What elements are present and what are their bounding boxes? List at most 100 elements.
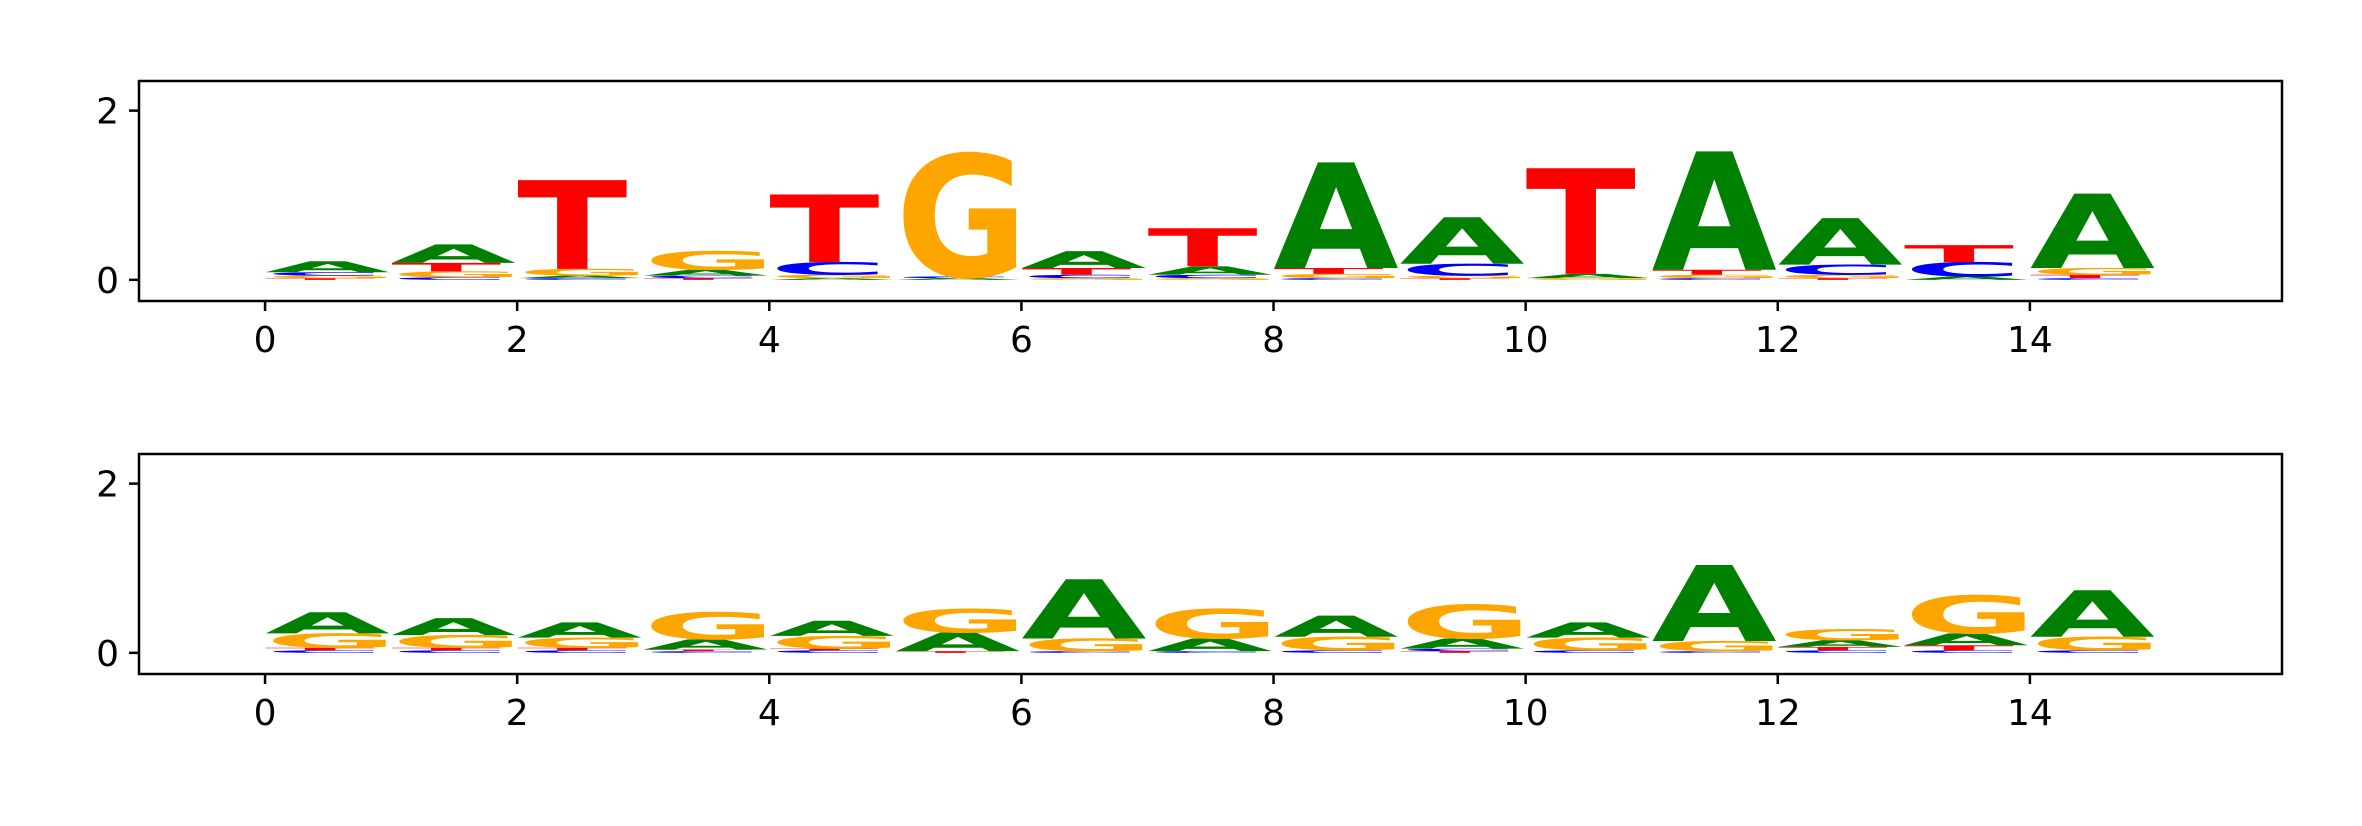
logo-letter-t: T [1652,268,1762,276]
x-tick-label: 0 [254,320,277,361]
logo-letter-c: C [1904,650,2023,654]
y-tick-label: 0 [96,634,119,675]
logo-letter-a: A [391,614,516,641]
logo-letter-a: A [643,637,768,653]
logo-letter-c: C [2030,650,2149,654]
logo-letter-a: A [265,258,390,276]
x-tick-label: 8 [1262,320,1285,361]
logo-letter-g: G [769,274,902,279]
logo-letter-t: T [643,278,753,281]
x-tick-label: 10 [1503,693,1549,734]
logo-letter-c: C [265,650,384,654]
logo-letter-t: T [1904,644,2014,652]
logo-letter-g: G [1274,633,1407,655]
logo-letter-a: A [769,278,894,281]
x-tick-label: 8 [1262,693,1285,734]
logo-letter-a: A [1904,630,2029,649]
x-tick-label: 14 [2007,693,2053,734]
logo-letter-c: C [643,275,762,279]
logo-letter-g: G [1021,635,1154,655]
logo-letter-g: G [643,246,776,276]
logo-letter-c: C [1274,278,1393,281]
logo-letter-t: T [2030,274,2140,279]
x-tick-label: 4 [758,693,781,734]
logo-letter-a: A [1778,638,1904,649]
logo-letter-t: T [1400,651,1510,654]
logo-letter-c: C [1904,258,2023,281]
logo-letter-a: A [1274,610,1399,644]
logo-letter-c: C [769,650,888,654]
logo-letter-g: G [391,632,524,652]
x-tick-label: 6 [1010,320,1033,361]
logo-letter-c: C [1652,278,1771,281]
logo-letter-g: G [517,267,650,278]
x-axis-ticks: 0 2 4 6 8 10 12 14 [254,301,2053,361]
x-tick-label: 0 [254,693,277,734]
x-tick-label: 14 [2007,320,2053,361]
logo-letter-a: A [2030,578,2155,652]
logo-letter-c: C [1147,274,1266,279]
logo-letter-g: G [517,635,650,651]
logo-letter-g: G [1652,274,1785,279]
logo-letter-c: C [517,650,636,654]
logo-letter-c: C [1274,650,1393,654]
logo-letter-g: G [1147,601,1280,648]
logo-letter-t: T [895,651,1005,654]
logo-letter-c: C [265,271,384,276]
logo-letter-c: C [1526,650,1645,654]
logo-letter-g: G [1400,596,1533,650]
logo-letter-c: C [517,278,636,281]
y-axis-ticks: 02 [96,465,139,675]
logo-letter-a: A [1274,135,1399,303]
logo-letter-t: T [265,647,375,651]
logo-letter-t: T [1400,278,1510,281]
y-tick-label: 2 [96,465,119,506]
logo-letter-a: A [643,268,768,277]
x-tick-label: 10 [1503,320,1549,361]
logo-letter-c: C [769,259,888,279]
logo-letter-t: T [1526,141,1636,309]
logo-letter-a: A [517,275,642,279]
logo-letter-a: A [1526,273,1651,280]
logo-letter-t: T [391,647,501,651]
logo-letter-t: T [769,648,879,651]
x-tick-label: 12 [1755,320,1801,361]
logo-letter-t: T [517,156,627,298]
logo-letter-g: G [1400,275,1533,279]
logo-letter-a: A [1400,636,1525,652]
axes-frame [137,452,2284,676]
x-tick-label: 2 [506,320,529,361]
logo-letter-c: C [1147,651,1266,654]
logo-letter-a: A [1652,545,1777,666]
logo-letter-g: G [391,270,524,279]
logo-letter-t: T [1778,278,1888,281]
axes-frame [137,79,2284,303]
logo-letter-g: G [1652,638,1785,654]
logo-letter-c: C [1021,651,1140,654]
logo-letter-g: G [895,120,1028,316]
logo-letter-t: T [391,261,501,274]
logo-letter-a: A [391,240,516,270]
logo-letter-t: T [517,647,627,651]
x-tick-label: 12 [1755,693,1801,734]
logo-letter-a: A [2030,174,2155,293]
logo-letter-c: C [1652,651,1771,654]
logo-letter-c: C [1778,262,1897,278]
logo-letter-g: G [1904,586,2037,646]
logo-letter-t: T [1904,241,2015,268]
y-tick-label: 2 [96,92,119,133]
logo-letter-a: A [1652,120,1777,308]
logo-letter-a: A [1526,618,1651,642]
x-tick-label: 4 [758,320,781,361]
logo-letter-a: A [1021,564,1146,659]
logo-letter-a: A [517,618,642,642]
y-axis-ticks: 02 [96,92,139,302]
logo-letter-c: C [643,651,762,654]
x-tick-label: 6 [1010,693,1033,734]
logo-letter-c: C [391,277,510,281]
logo-letter-c: C [1400,648,1519,652]
